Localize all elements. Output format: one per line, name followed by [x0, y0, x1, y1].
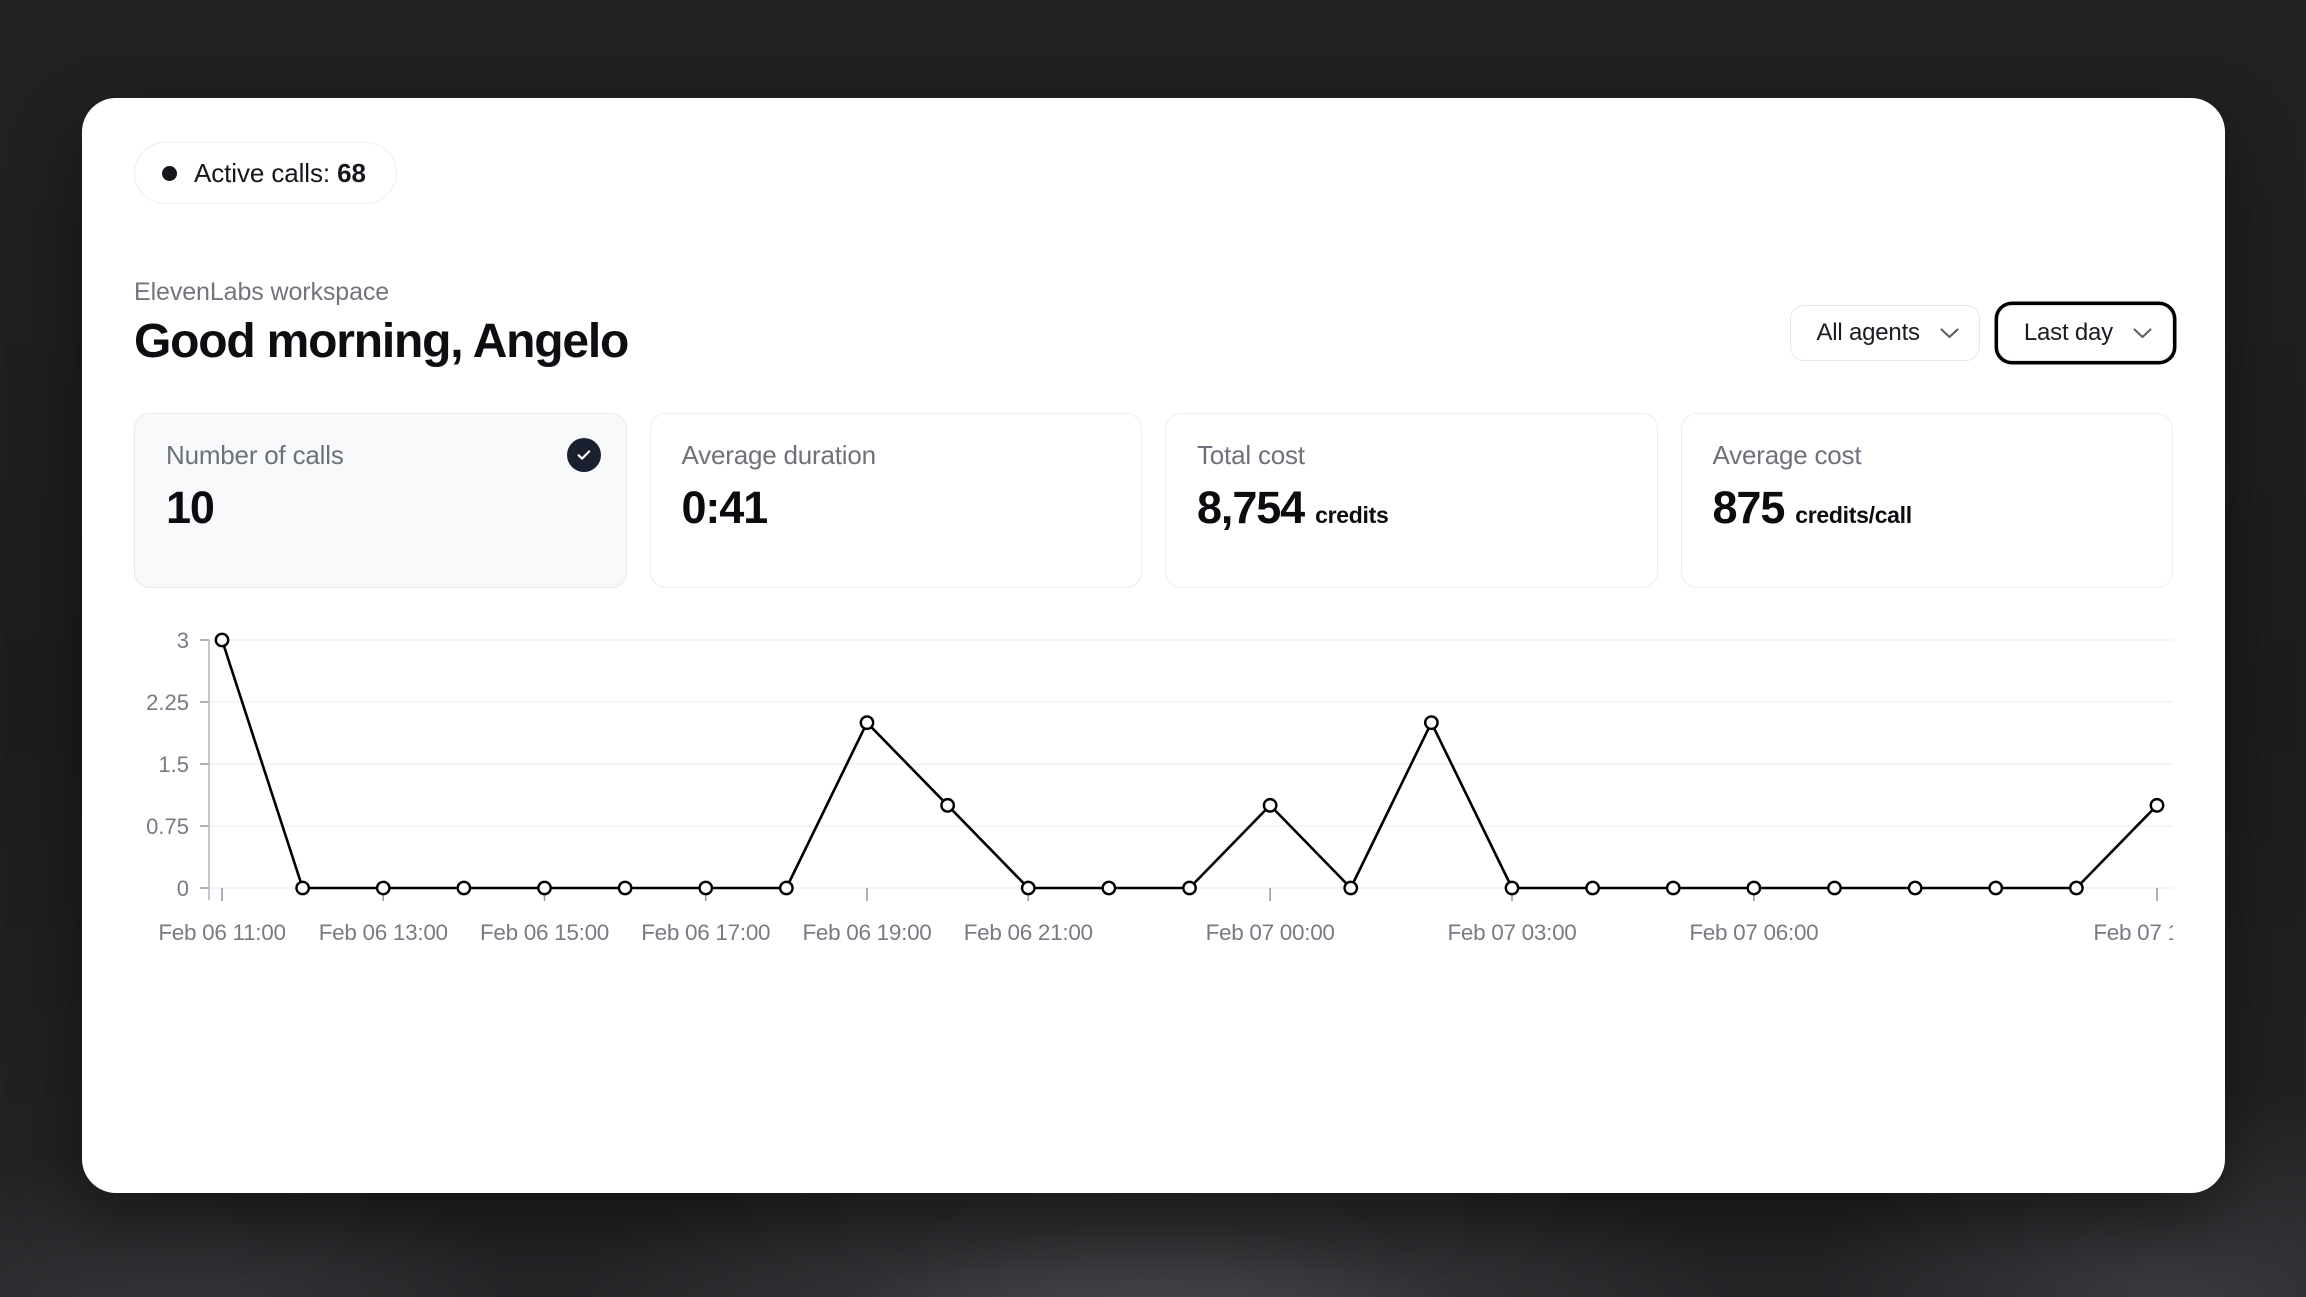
check-icon — [566, 438, 601, 473]
data-point[interactable] — [1907, 880, 1923, 896]
data-point[interactable] — [1585, 880, 1601, 896]
data-point[interactable] — [1101, 880, 1117, 896]
x-tick-label: Feb 07 06:00 — [1689, 920, 1818, 945]
metric-card-number-of-calls[interactable]: Number of calls 10 — [134, 413, 627, 589]
metric-label: Number of calls — [166, 440, 344, 471]
data-point[interactable] — [295, 880, 311, 896]
y-tick-label: 0 — [177, 876, 189, 901]
data-point[interactable] — [778, 880, 794, 896]
metric-value-row: 8,754 credits — [1197, 485, 1627, 530]
agents-filter-label: All agents — [1816, 319, 1920, 347]
metric-value: 875 — [1712, 481, 1786, 533]
data-point[interactable] — [214, 632, 230, 648]
data-point[interactable] — [456, 880, 472, 896]
metric-value-row: 875 credits/call — [1713, 485, 2143, 530]
active-calls-value: 68 — [337, 157, 366, 188]
data-point[interactable] — [1423, 715, 1439, 731]
window-content: Active calls: 68 ElevenLabs workspace Go… — [82, 98, 2225, 1193]
chart-yaxis: 0 0.75 1.5 2.25 3 — [146, 628, 210, 901]
x-tick-label: Feb 06 17:00 — [641, 920, 770, 945]
chart-series-markers — [214, 632, 2165, 896]
data-point[interactable] — [1504, 880, 1520, 896]
data-point[interactable] — [859, 715, 875, 731]
status-dot-icon — [162, 165, 177, 181]
x-tick-label: Feb 06 11:00 — [158, 920, 285, 945]
period-filter-dropdown[interactable]: Last day — [1997, 305, 2173, 362]
x-tick-label: Feb 06 15:00 — [480, 920, 609, 945]
y-tick-label: 1.5 — [158, 752, 189, 777]
x-tick-label: Feb 06 21:00 — [964, 920, 1093, 945]
data-point[interactable] — [375, 880, 391, 896]
dashboard-header: ElevenLabs workspace Good morning, Angel… — [134, 278, 2173, 367]
metric-label: Total cost — [1197, 440, 1305, 471]
data-point[interactable] — [1262, 798, 1278, 814]
active-calls-pill[interactable]: Active calls: 68 — [134, 142, 397, 204]
data-point[interactable] — [2068, 880, 2084, 896]
agents-filter-dropdown[interactable]: All agents — [1790, 305, 1980, 362]
active-calls-text: Active calls: 68 — [194, 158, 366, 189]
x-tick-label: Feb 07 03:00 — [1447, 920, 1576, 945]
data-point[interactable] — [617, 880, 633, 896]
metric-value: 10 — [166, 481, 215, 533]
data-point[interactable] — [1020, 880, 1036, 896]
metric-value-row: 10 — [166, 485, 596, 530]
metric-card-average-cost[interactable]: Average cost 875 credits/call — [1680, 413, 2173, 589]
metric-label: Average duration — [681, 440, 877, 471]
metric-label: Average cost — [1712, 440, 1862, 471]
y-tick-label: 2.25 — [146, 690, 189, 715]
x-tick-label: Feb 07 11:00 — [2093, 920, 2173, 945]
calls-over-time-chart[interactable]: 0 0.75 1.5 2.25 3 Feb 06 11:00 Feb 06 13:00 Fe… — [134, 626, 2173, 1006]
workspace-name: ElevenLabs workspace — [134, 278, 390, 306]
metric-unit: credits/call — [1795, 501, 1912, 528]
metric-unit: credits — [1315, 501, 1389, 528]
data-point[interactable] — [1665, 880, 1681, 896]
data-point[interactable] — [698, 880, 714, 896]
period-filter-label: Last day — [2023, 319, 2113, 347]
x-tick-label: Feb 06 19:00 — [802, 920, 931, 945]
chevron-down-icon — [1940, 328, 1959, 339]
y-tick-label: 0.75 — [146, 814, 189, 839]
metric-card-total-cost[interactable]: Total cost 8,754 credits — [1165, 413, 1658, 589]
y-tick-label: 3 — [177, 628, 189, 653]
metric-cards: Number of calls 10 Average duration 0:41… — [134, 413, 2173, 589]
metric-card-average-duration[interactable]: Average duration 0:41 — [649, 413, 1142, 589]
metric-value: 0:41 — [681, 481, 769, 533]
chart-gridlines — [209, 639, 2173, 890]
data-point[interactable] — [1182, 880, 1197, 896]
header-filters: All agents Last day — [1790, 305, 2173, 367]
chevron-down-icon — [2133, 328, 2152, 339]
chart-canvas: 00.751.52.253 Feb 06 11:00 Feb 06 13:00 Fe… — [146, 628, 2173, 945]
data-point[interactable] — [1827, 880, 1842, 896]
app-window: Active calls: 68 ElevenLabs workspace Go… — [82, 98, 2225, 1193]
data-point[interactable] — [1988, 880, 2004, 896]
metric-value: 8,754 — [1197, 481, 1305, 533]
data-point[interactable] — [537, 880, 552, 896]
data-point[interactable] — [940, 798, 956, 814]
header-titles: ElevenLabs workspace Good morning, Angel… — [134, 278, 629, 368]
page-title: Good morning, Angelo — [134, 315, 629, 368]
x-tick-label: Feb 07 00:00 — [1206, 920, 1335, 945]
chart-xaxis: Feb 06 11:00 Feb 06 13:00 Feb 06 15:00 Feb … — [158, 888, 2173, 945]
data-point[interactable] — [1343, 880, 1359, 896]
data-point[interactable] — [2149, 798, 2165, 814]
metric-value-row: 0:41 — [682, 485, 1112, 530]
x-tick-label: Feb 06 13:00 — [319, 920, 448, 945]
active-calls-label: Active calls: — [194, 157, 338, 188]
data-point[interactable] — [1746, 880, 1762, 896]
